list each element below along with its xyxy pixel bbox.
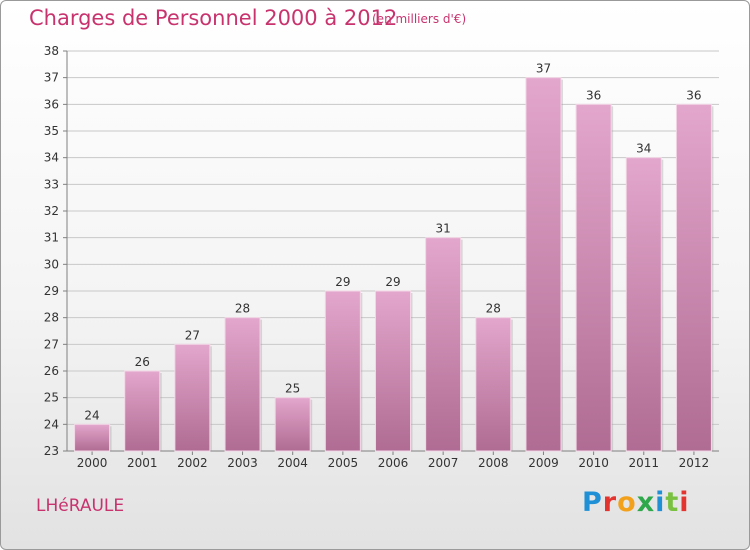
data-label-2002: 27 [185,328,200,342]
data-label-2009: 37 [536,62,551,76]
chart-title: Charges de Personnel 2000 à 2012 [29,6,398,30]
bar-2006 [375,290,411,452]
x-tick-label: 2000 [77,456,108,470]
logo-letter: P [582,487,603,518]
bar-2008 [475,317,512,452]
y-tick-label: 29 [44,284,59,298]
logo-letter: o [617,487,637,518]
y-tick-label: 32 [44,204,59,218]
logo-letter: i [679,487,690,518]
commune-name: LHéRAULE [36,496,125,516]
x-tick-label: 2003 [227,456,258,470]
y-tick-label: 25 [44,391,59,405]
proxiti-logo: Proxiti [582,487,690,518]
y-tick-label: 37 [44,71,59,85]
x-tick-label: 2001 [127,456,158,470]
y-tick-label: 35 [44,124,59,138]
x-tick-label: 2012 [679,456,710,470]
data-label-2001: 26 [135,355,150,369]
x-tick-label: 2004 [277,456,308,470]
x-tick-label: 2011 [628,456,659,470]
data-label-2008: 28 [486,302,501,316]
bar-2000 [74,423,111,452]
bar-2012 [675,103,712,452]
data-labels: 24 26 27 28 25 29 29 31 28 37 36 34 36 [84,62,701,423]
data-label-2000: 24 [84,408,99,422]
x-tick-label: 2002 [177,456,208,470]
data-label-2010: 36 [586,88,601,102]
bar-2001 [124,370,161,452]
x-tick-label: 2005 [328,456,359,470]
y-tick-label: 28 [44,311,59,325]
y-tick-label: 26 [44,364,59,378]
data-label-2004: 25 [285,382,300,396]
y-tick-label: 23 [44,444,59,458]
y-tick-label: 27 [44,337,59,351]
y-tick-label: 30 [44,257,59,271]
tick-labels: 23 24 25 26 27 28 29 30 31 32 33 34 35 36 37 38 2000 2001… [44,44,709,470]
y-tick-label: 36 [44,97,59,111]
data-label-2006: 29 [385,275,400,289]
logo-letter: x [636,487,656,518]
y-tick-label: 33 [44,177,59,191]
data-label-2007: 31 [436,222,451,236]
data-label-2012: 36 [686,88,701,102]
x-tick-label: 2007 [428,456,459,470]
bar-2002 [174,343,211,452]
bar-2009 [525,77,562,452]
data-label-2011: 34 [636,142,651,156]
y-tick-label: 24 [44,417,59,431]
logo-letter: t [665,487,680,518]
x-tick-label: 2006 [378,456,409,470]
x-tick-label: 2009 [528,456,559,470]
x-tick-label: 2008 [478,456,509,470]
y-tick-label: 34 [44,151,59,165]
logo-letter: r [602,487,618,518]
bar-2007 [425,237,462,452]
x-tick-label: 2010 [578,456,609,470]
y-tick-label: 31 [44,231,59,245]
bar-2004 [274,397,311,452]
bar-2010 [575,103,612,452]
data-label-2003: 28 [235,302,250,316]
logo-letter: i [655,487,666,518]
bar-2005 [324,290,361,452]
data-label-2005: 29 [335,275,350,289]
y-tick-label: 38 [44,44,59,58]
bars [74,77,714,452]
bar-2003 [224,317,261,452]
bar-2011 [625,157,662,452]
chart-subtitle: (en milliers d'€) [372,12,467,26]
